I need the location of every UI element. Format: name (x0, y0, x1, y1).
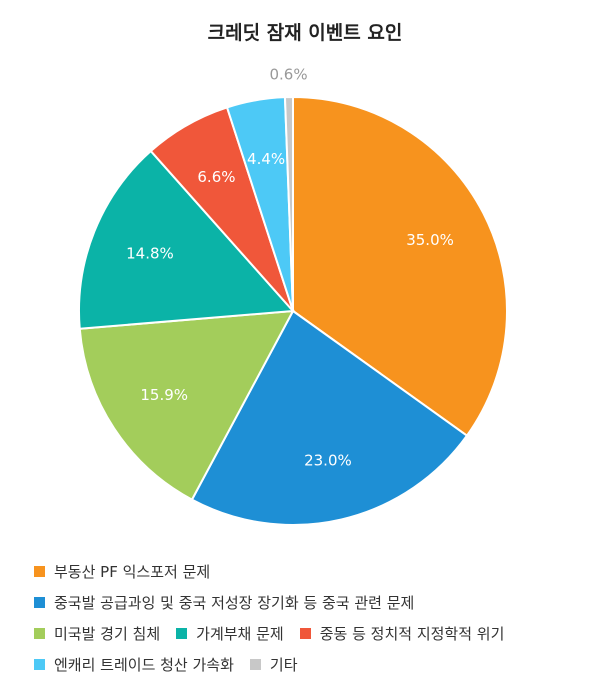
legend-swatch-other (249, 659, 261, 670)
pie-chart: 35.0% 23.0% 15.9% 14.8% 6.6% 4.4% 0.6% (78, 66, 508, 526)
legend-row-3: 미국발 경기 침체 가계부채 문제 중동 등 정치적 지정학적 위기 (34, 618, 594, 649)
legend-row-4: 엔캐리 트레이드 청산 가속화 기타 (34, 649, 594, 680)
legend-item-geopolitical: 중동 등 정치적 지정학적 위기 (299, 623, 505, 644)
pie-label-geopolitical: 6.6% (197, 168, 235, 186)
legend-row-2: 중국발 공급과잉 및 중국 저성장 장기화 등 중국 관련 문제 (34, 587, 594, 618)
legend-label-geopolitical: 중동 등 정치적 지정학적 위기 (319, 625, 505, 643)
legend-label-us-recession: 미국발 경기 침체 (54, 625, 161, 643)
chart-title: 크레딧 잠재 이벤트 요인 (207, 22, 403, 44)
legend-label-other: 기타 (269, 656, 298, 674)
legend-item-yen-carry: 엔캐리 트레이드 청산 가속화 (34, 654, 234, 675)
pie-label-china: 23.0% (304, 452, 352, 470)
legend-item-us-recession: 미국발 경기 침체 (34, 623, 160, 644)
pie-slice-china (190, 309, 469, 526)
legend-swatch-china (34, 597, 45, 608)
legend-item-china: 중국발 공급과잉 및 중국 저성장 장기화 등 중국 관련 문제 (34, 592, 414, 613)
legend-label-china: 중국발 공급과잉 및 중국 저성장 장기화 등 중국 관련 문제 (54, 594, 415, 612)
pie-slice-household-debt (78, 149, 296, 330)
legend-item-household-debt: 가계부채 문제 (176, 623, 284, 644)
pie-label-us-recession: 15.9% (140, 386, 188, 404)
legend-row-1: 부동산 PF 익스포저 문제 (34, 556, 594, 587)
legend-item-pf: 부동산 PF 익스포저 문제 (34, 561, 210, 582)
legend-label-yen-carry: 엔캐리 트레이드 청산 가속화 (54, 656, 234, 674)
legend-label-household-debt: 가계부채 문제 (196, 625, 284, 643)
pie-label-household-debt: 14.8% (126, 244, 174, 262)
legend: 부동산 PF 익스포저 문제 중국발 공급과잉 및 중국 저성장 장기화 등 중… (34, 556, 594, 680)
legend-swatch-household-debt (176, 628, 188, 639)
pie-slice-us-recession (78, 309, 295, 501)
legend-swatch-yen-carry (34, 659, 45, 670)
pie-slice-pf (292, 95, 508, 438)
pie-slice-other (283, 95, 294, 312)
pie-label-yen-carry: 4.4% (247, 150, 285, 168)
legend-swatch-pf (34, 566, 45, 577)
legend-item-other: 기타 (249, 654, 298, 675)
pie-label-other: 0.6% (270, 66, 308, 84)
legend-swatch-us-recession (34, 628, 45, 639)
pie-label-pf: 35.0% (406, 231, 454, 249)
legend-swatch-geopolitical (299, 628, 311, 639)
legend-label-pf: 부동산 PF 익스포저 문제 (54, 563, 211, 581)
